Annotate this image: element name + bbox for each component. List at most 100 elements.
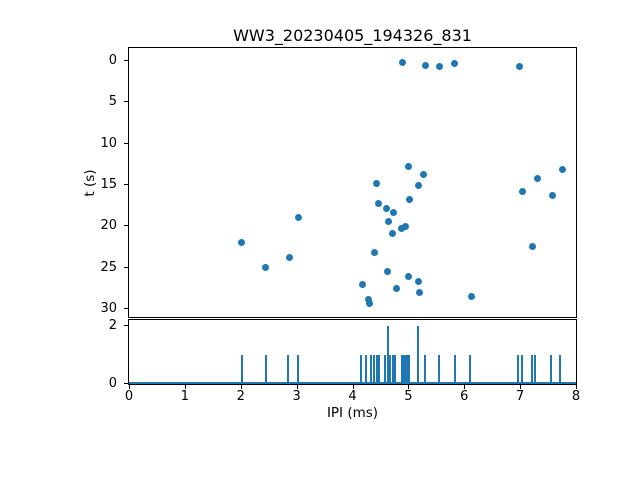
scatter-point [364, 296, 372, 304]
x-axis-label: IPI (ms) [326, 405, 379, 421]
y-tick-mark [124, 142, 128, 144]
scatter-point [405, 162, 413, 170]
scatter-point [359, 280, 367, 288]
y-tick-mark [124, 266, 128, 268]
y-tick-mark [124, 101, 128, 103]
x-tick-mark [184, 385, 186, 389]
histogram-bar [402, 354, 405, 384]
histogram-bar [296, 354, 299, 384]
scatter-point [558, 166, 566, 174]
x-tick-mark [296, 385, 298, 389]
x-tick-label: 4 [348, 389, 357, 404]
histogram-bar [559, 354, 562, 384]
scatter-point [468, 293, 475, 301]
scatter-point [398, 225, 406, 233]
scatter-point [389, 230, 397, 238]
scatter-point [238, 239, 246, 247]
scatter-point [450, 60, 458, 68]
histogram-bar [365, 354, 368, 384]
histogram-bar [393, 354, 396, 384]
scatter-point [295, 214, 303, 222]
scatter-point [549, 191, 557, 199]
scatter-point [384, 268, 392, 276]
scatter-point [421, 61, 429, 69]
x-tick-label: 3 [292, 389, 301, 404]
scatter-point [515, 62, 523, 70]
scatter-point [262, 263, 270, 271]
x-tick-mark [129, 385, 130, 389]
x-tick-mark [520, 385, 522, 389]
scatter-point [415, 181, 423, 189]
histogram-bar [383, 354, 386, 384]
histogram-bar [401, 354, 404, 384]
scatter-point [286, 253, 294, 261]
histogram-bar [404, 354, 407, 384]
histogram-bar [549, 354, 552, 384]
histogram-bar [406, 354, 409, 384]
x-tick-mark [352, 385, 354, 389]
scatter-point [405, 272, 413, 280]
scatter-point [416, 289, 424, 297]
histogram-axes [128, 319, 577, 385]
scatter-point [382, 205, 390, 213]
x-tick-label: 6 [460, 389, 469, 404]
y-tick-label: 2 [108, 317, 117, 333]
x-tick-mark [240, 385, 242, 389]
scatter-point [533, 174, 541, 182]
y-tick-label: 5 [108, 94, 117, 110]
histogram-bar [530, 354, 533, 384]
histogram-bar [286, 354, 289, 384]
y-tick-mark [124, 383, 128, 384]
y-tick-mark [124, 225, 128, 227]
scatter-point [384, 218, 392, 226]
scatter-point [390, 208, 398, 216]
x-tick-label: 0 [124, 389, 134, 404]
y-tick-mark [124, 307, 128, 309]
histogram-bar [417, 325, 420, 384]
y-tick-mark [124, 59, 128, 61]
histogram-bar [423, 354, 426, 384]
histogram-bar [369, 354, 372, 384]
histogram-bar [360, 354, 363, 384]
y-tick-label: 20 [100, 218, 117, 234]
x-tick-label: 2 [236, 389, 245, 404]
y-tick-label: 30 [100, 300, 117, 316]
histogram-bar [520, 354, 523, 384]
scatter-point [436, 62, 444, 70]
histogram-bar [469, 354, 472, 384]
scatter-point [419, 170, 427, 178]
x-tick-label: 1 [180, 389, 190, 404]
x-tick-label: 7 [515, 389, 525, 404]
scatter-point [402, 222, 410, 230]
scatter-point [392, 284, 400, 292]
histogram-bar [264, 354, 267, 384]
histogram-bar [517, 354, 520, 384]
histogram-bar [386, 325, 389, 384]
x-tick-label: 8 [571, 389, 581, 404]
histogram-bar [391, 354, 394, 384]
y-tick-label: 0 [108, 376, 117, 391]
y-tick-label: 10 [100, 135, 117, 151]
x-tick-mark [408, 385, 410, 389]
y-tick-label: 25 [100, 259, 117, 275]
x-tick-mark [464, 385, 466, 389]
scatter-point [528, 243, 536, 251]
x-tick-label: 5 [404, 389, 413, 404]
scatter-point [373, 179, 381, 187]
y-tick-label: 0 [108, 52, 117, 68]
histogram-bar [453, 354, 456, 384]
histogram-bar [438, 354, 441, 384]
x-tick-mark [576, 385, 577, 389]
scatter-point [415, 277, 423, 285]
scatter-plot-axes [128, 47, 577, 318]
histogram-bar [534, 354, 537, 384]
scatter-point [365, 300, 373, 308]
histogram-baseline [129, 382, 576, 384]
histogram-bar [408, 354, 411, 384]
histogram-bar [389, 354, 392, 384]
scatter-point [374, 200, 382, 208]
histogram-bar [372, 354, 375, 384]
histogram-bar [377, 354, 380, 384]
histogram-bar [375, 354, 378, 384]
